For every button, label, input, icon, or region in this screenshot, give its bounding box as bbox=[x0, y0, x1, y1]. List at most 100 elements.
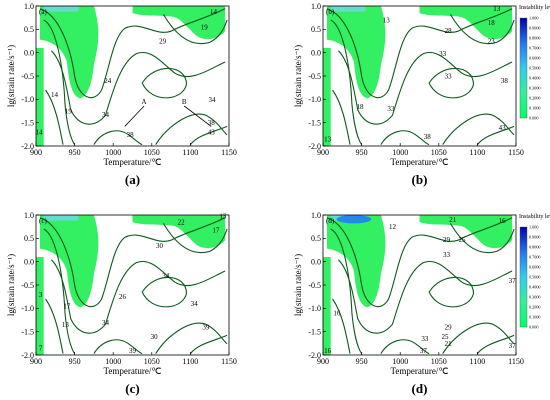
contour-label: 16 bbox=[333, 310, 341, 318]
x-axis-label: Temperature/℃ bbox=[104, 157, 162, 167]
y-tick-label: 0.5 bbox=[24, 25, 34, 34]
x-tick-label: 900 bbox=[30, 357, 42, 366]
y-tick-label: -1.0 bbox=[308, 304, 321, 313]
contour-label: 13 bbox=[324, 136, 332, 144]
contour-line bbox=[189, 334, 228, 354]
contour-line bbox=[162, 14, 228, 45]
contour-label: 13 bbox=[493, 5, 501, 13]
contour-label: 22 bbox=[178, 219, 186, 227]
panel-label: (a) bbox=[125, 172, 140, 187]
contour-label: 28 bbox=[445, 27, 453, 35]
contour-label: 24 bbox=[104, 77, 112, 85]
contour-line bbox=[39, 8, 226, 99]
x-tick-label: 1000 bbox=[392, 148, 408, 157]
contour-label: 17 bbox=[63, 303, 71, 311]
y-axis-label: lg(strain rate/s⁻¹) bbox=[293, 254, 303, 316]
contour-line bbox=[332, 89, 351, 145]
contour-line bbox=[330, 19, 363, 145]
annotation-pointer bbox=[124, 105, 145, 127]
contour-line bbox=[43, 19, 76, 145]
corner-label: (b) bbox=[326, 8, 335, 16]
y-tick-label: -1.0 bbox=[21, 304, 34, 313]
x-axis-label: Temperature/℃ bbox=[391, 366, 449, 376]
legend-tick-label: 0.3000 bbox=[529, 86, 541, 91]
y-axis-label: lg(strain rate/s⁻¹) bbox=[6, 254, 16, 316]
instability-region bbox=[323, 257, 331, 355]
y-tick-label: -0.5 bbox=[21, 281, 34, 290]
contour-line bbox=[428, 67, 475, 99]
contour-line bbox=[449, 223, 515, 254]
instability-region bbox=[132, 215, 226, 249]
contour-label: 16 bbox=[324, 347, 332, 355]
contour-line bbox=[449, 14, 515, 45]
contour-label: 43 bbox=[208, 129, 216, 137]
contour-line bbox=[45, 89, 64, 145]
contour-line bbox=[442, 322, 515, 354]
contour-line bbox=[39, 217, 226, 308]
contour-label: 34 bbox=[162, 272, 170, 280]
contour-label: 29 bbox=[159, 38, 167, 46]
contour-line bbox=[476, 125, 515, 145]
contour-label: 34 bbox=[209, 96, 217, 104]
contour-label: 38 bbox=[208, 119, 216, 127]
legend-tick-label: 1.000 bbox=[529, 16, 538, 21]
y-tick-label: -2.0 bbox=[308, 142, 321, 151]
contour-label: 37 bbox=[420, 347, 428, 355]
legend-tick-label: 0.8000 bbox=[529, 36, 541, 41]
panel-a: 900 950 1000 1050 1100 1150 -2.0 -1.5 -1.0 -0.5 0.… bbox=[6, 2, 237, 187]
y-tick-label: 1.0 bbox=[311, 211, 321, 220]
x-tick-label: 1050 bbox=[144, 148, 160, 157]
contour-line bbox=[155, 322, 228, 354]
y-tick-label: 0.5 bbox=[311, 234, 321, 243]
contour-line bbox=[326, 8, 513, 99]
contour-line bbox=[476, 334, 515, 354]
legend-tick-label: 0.8000 bbox=[529, 245, 541, 250]
y-tick-label: -1.5 bbox=[21, 327, 34, 336]
y-tick-label: -1.5 bbox=[308, 118, 321, 127]
x-tick-label: 1000 bbox=[392, 357, 408, 366]
legend-title: Instability levels bbox=[519, 214, 550, 220]
contour-line bbox=[141, 67, 188, 99]
x-tick-label: 900 bbox=[317, 357, 329, 366]
legend-tick-label: 0.6000 bbox=[529, 265, 541, 270]
y-tick-label: 1.0 bbox=[311, 2, 321, 11]
contour-label: 34 bbox=[191, 300, 199, 308]
legend-tick-label: 0.5000 bbox=[529, 275, 541, 280]
x-tick-label: 950 bbox=[69, 357, 81, 366]
x-tick-label: 1000 bbox=[105, 148, 121, 157]
instability-region-high bbox=[43, 6, 79, 12]
contour-line bbox=[189, 125, 228, 145]
contour-line bbox=[141, 276, 188, 308]
contour-line bbox=[93, 339, 143, 355]
y-tick-label: -1.0 bbox=[308, 95, 321, 104]
contour-line bbox=[43, 228, 76, 354]
contour-label: 33 bbox=[443, 251, 451, 259]
y-axis-label: lg(strain rate/s⁻¹) bbox=[293, 45, 303, 107]
legend-tick-label: 0.6000 bbox=[529, 56, 541, 61]
legend-tick-label: 0.000 bbox=[529, 116, 538, 121]
contour-label: 14 bbox=[36, 129, 44, 137]
legend-tick-label: 0.7000 bbox=[529, 255, 541, 260]
x-tick-label: 1000 bbox=[105, 357, 121, 366]
x-tick-label: 1050 bbox=[144, 357, 160, 366]
legend-tick-label: 0.5000 bbox=[529, 66, 541, 71]
contour-line bbox=[93, 130, 143, 146]
instability-region bbox=[419, 6, 513, 40]
contour-label: 18 bbox=[357, 103, 365, 111]
y-tick-label: 0.5 bbox=[311, 25, 321, 34]
legend-tick-label: 0.9000 bbox=[529, 26, 541, 31]
contour-line bbox=[51, 50, 226, 125]
contour-line bbox=[332, 298, 351, 354]
y-tick-label: 0.0 bbox=[311, 257, 321, 266]
x-tick-label: 900 bbox=[30, 148, 42, 157]
legend-tick-label: 0.1000 bbox=[529, 106, 541, 111]
legend-tick-label: 0.2000 bbox=[529, 305, 541, 310]
y-tick-label: 0.0 bbox=[24, 48, 34, 57]
contour-label: 43 bbox=[499, 124, 507, 132]
contour-label: 39 bbox=[129, 347, 137, 355]
y-tick-label: 1.0 bbox=[24, 211, 34, 220]
x-tick-label: 1150 bbox=[221, 357, 237, 366]
corner-label: (a) bbox=[39, 8, 47, 16]
contour-line bbox=[155, 113, 228, 145]
legend-tick-label: 0.000 bbox=[529, 325, 538, 330]
